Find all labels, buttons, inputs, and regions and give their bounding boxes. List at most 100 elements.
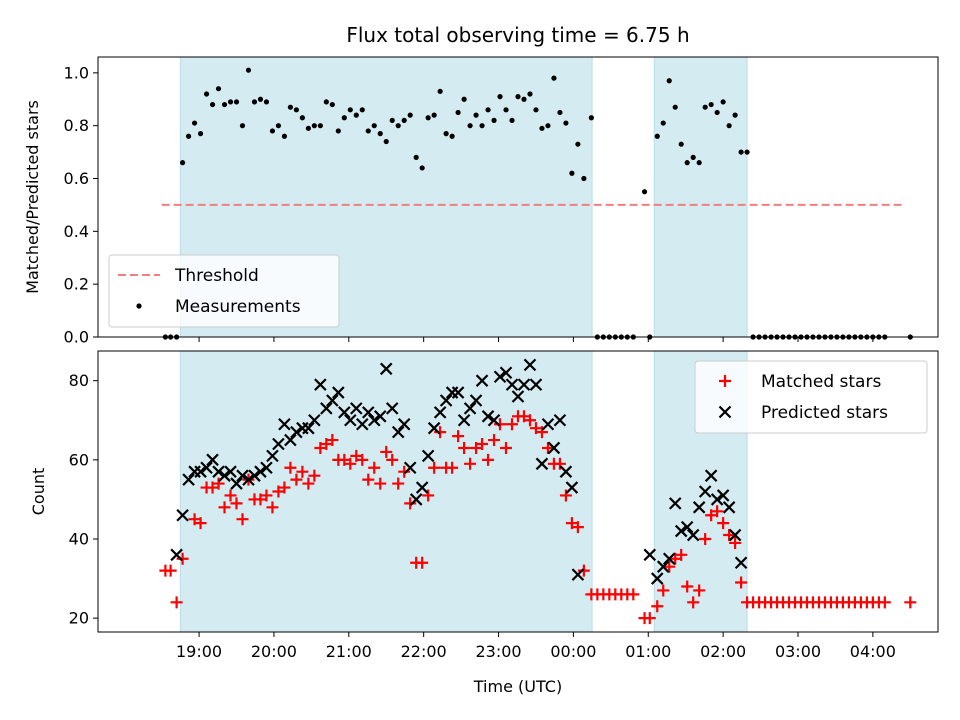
data-point bbox=[389, 117, 395, 123]
data-point bbox=[215, 86, 222, 92]
x-tick-label: 02:00 bbox=[700, 642, 746, 661]
data-point bbox=[284, 461, 297, 474]
data-point bbox=[437, 88, 443, 94]
data-point bbox=[476, 438, 489, 451]
data-point bbox=[690, 154, 696, 160]
data-point bbox=[329, 101, 335, 108]
data-point bbox=[738, 149, 744, 155]
y-axis-title: Count bbox=[29, 468, 48, 516]
data-point bbox=[717, 517, 730, 530]
data-point bbox=[651, 600, 664, 613]
data-point bbox=[684, 160, 690, 166]
data-point bbox=[224, 489, 237, 502]
data-point bbox=[505, 378, 519, 391]
data-point bbox=[284, 433, 297, 447]
data-point bbox=[278, 481, 291, 494]
data-point bbox=[660, 120, 666, 126]
data-point bbox=[728, 528, 742, 542]
data-point bbox=[878, 596, 891, 609]
y-tick-label: 0.0 bbox=[64, 328, 89, 347]
data-point bbox=[553, 413, 567, 427]
data-point bbox=[643, 612, 656, 625]
data-point bbox=[371, 123, 377, 129]
data-point bbox=[356, 417, 369, 431]
data-point bbox=[326, 434, 339, 447]
data-point bbox=[377, 131, 383, 137]
y-tick-label: 0.8 bbox=[64, 116, 89, 135]
data-point bbox=[260, 461, 273, 475]
data-point bbox=[374, 477, 387, 490]
data-point bbox=[254, 465, 267, 478]
data-point bbox=[666, 78, 672, 84]
data-point bbox=[481, 410, 495, 423]
axes-frame bbox=[97, 350, 939, 633]
data-point bbox=[230, 497, 243, 510]
x-tick-label: 22:00 bbox=[401, 642, 447, 661]
x-axis-title: Time (UTC) bbox=[473, 677, 562, 696]
data-point bbox=[395, 123, 401, 129]
data-point bbox=[221, 101, 228, 108]
data-point bbox=[744, 149, 750, 155]
data-point bbox=[272, 437, 285, 451]
data-point bbox=[260, 489, 273, 502]
data-point bbox=[463, 402, 477, 415]
data-point bbox=[650, 572, 664, 585]
series-predicted-stars bbox=[170, 358, 748, 585]
data-point bbox=[545, 123, 551, 129]
data-point bbox=[401, 117, 407, 123]
x-tick-label: 00:00 bbox=[550, 642, 596, 661]
data-point bbox=[251, 99, 258, 105]
y-tick-label: 1.0 bbox=[64, 63, 89, 82]
data-point bbox=[467, 123, 473, 129]
data-point bbox=[439, 394, 453, 407]
data-point bbox=[218, 469, 231, 482]
data-point bbox=[344, 413, 357, 427]
legend: Matched stars Predicted stars bbox=[694, 360, 928, 434]
data-point bbox=[397, 417, 411, 431]
data-point bbox=[461, 96, 467, 102]
data-point bbox=[236, 513, 249, 526]
data-point bbox=[726, 123, 732, 129]
data-point bbox=[287, 104, 294, 110]
data-point bbox=[404, 497, 417, 510]
y-tick-label: 80 bbox=[69, 371, 89, 390]
data-point bbox=[218, 501, 231, 514]
data-point bbox=[904, 596, 917, 609]
data-point bbox=[391, 425, 405, 439]
data-point bbox=[675, 548, 688, 561]
data-point bbox=[674, 524, 688, 538]
data-point bbox=[509, 117, 515, 123]
data-point bbox=[722, 501, 736, 514]
data-point bbox=[233, 99, 240, 105]
data-point bbox=[431, 112, 437, 118]
series-matched-stars bbox=[159, 410, 917, 625]
legend-box bbox=[694, 360, 928, 434]
data-point bbox=[687, 596, 700, 609]
data-point bbox=[422, 489, 435, 502]
data-point bbox=[164, 564, 177, 577]
data-point bbox=[451, 386, 465, 399]
x-tick-label: 19:00 bbox=[176, 642, 222, 661]
data-point bbox=[711, 505, 724, 518]
data-point bbox=[407, 112, 413, 118]
data-point bbox=[672, 104, 678, 110]
data-point bbox=[506, 418, 519, 431]
data-point bbox=[714, 109, 720, 116]
data-point bbox=[433, 406, 447, 419]
data-point bbox=[326, 394, 339, 407]
data-point bbox=[469, 394, 483, 407]
data-point bbox=[281, 133, 288, 139]
series-measurements bbox=[162, 67, 913, 340]
x-tick-label: 04:00 bbox=[850, 642, 896, 661]
data-point bbox=[551, 75, 557, 81]
data-point bbox=[302, 477, 315, 490]
data-point bbox=[263, 99, 270, 105]
data-point bbox=[416, 556, 429, 569]
data-point bbox=[425, 115, 431, 121]
data-point bbox=[185, 133, 192, 139]
data-point bbox=[523, 358, 537, 372]
panel-ratio: 0.0 0.2 0.4 0.6 0.8 1.0 Matched/Predicted star… bbox=[23, 56, 939, 347]
data-point bbox=[194, 465, 207, 478]
legend-label: Measurements bbox=[175, 297, 301, 317]
data-point bbox=[723, 529, 736, 542]
